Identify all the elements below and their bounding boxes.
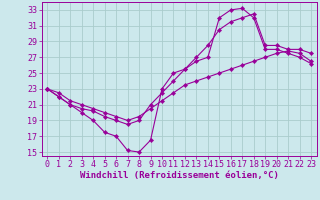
X-axis label: Windchill (Refroidissement éolien,°C): Windchill (Refroidissement éolien,°C) — [80, 171, 279, 180]
